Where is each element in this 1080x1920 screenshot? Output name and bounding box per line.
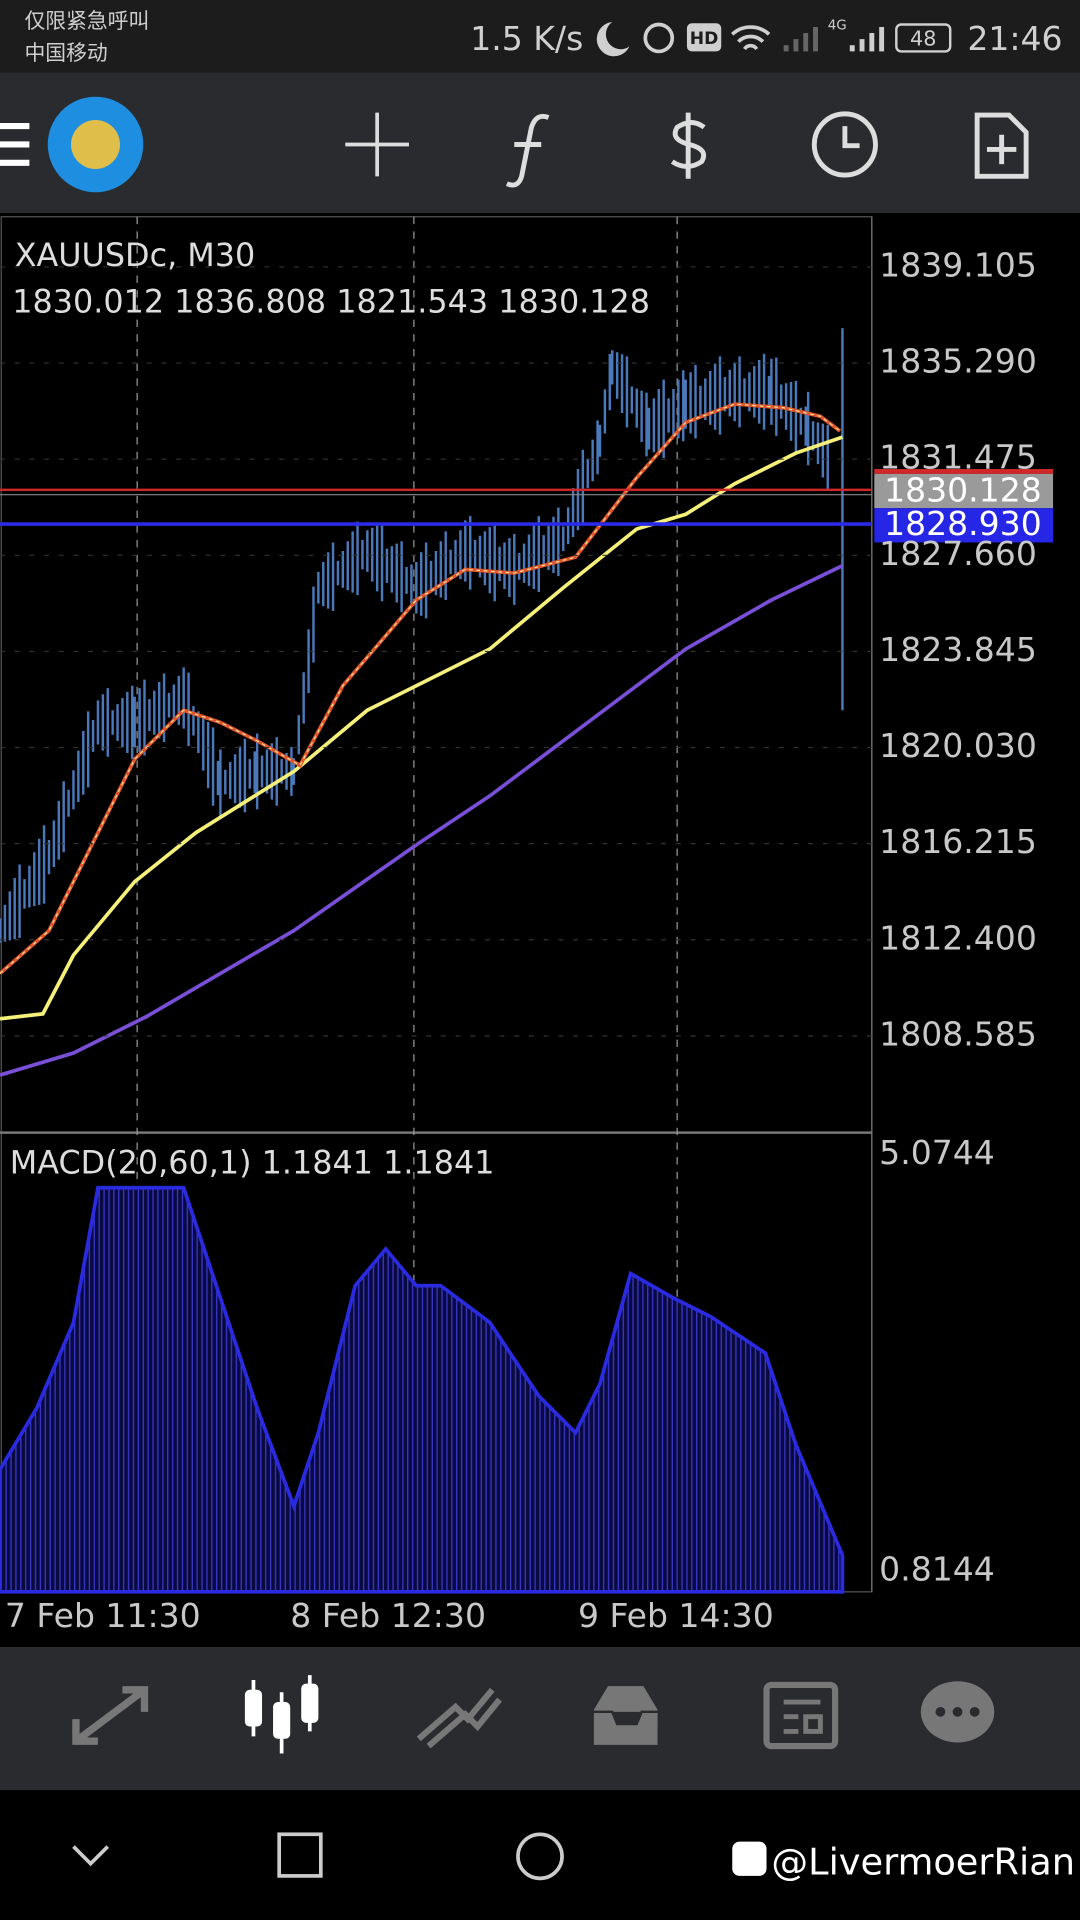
- clock-hands: [842, 126, 860, 149]
- news-tab[interactable]: [763, 1681, 839, 1750]
- price-axis-label: 1839.105: [879, 245, 1037, 284]
- logo-detail: [71, 120, 120, 169]
- signal-icon: [849, 26, 885, 52]
- macd-title: MACD(20,60,1) 1.1841 1.1841: [10, 1143, 495, 1181]
- status-text: 仅限紧急呼叫: [24, 9, 149, 33]
- chart-area: XAUUSDc, M30 1830.012 1836.808 1821.543 …: [0, 216, 1054, 1635]
- nav-recents[interactable]: [277, 1832, 323, 1878]
- price-axis-label: 1820.030: [879, 726, 1037, 765]
- news-lines: [783, 1699, 823, 1734]
- price-axis-label: 1808.585: [879, 1014, 1037, 1053]
- hd-badge: [686, 23, 722, 52]
- bid-price: 1830.128: [884, 471, 1042, 510]
- time-axis-label: 9 Feb 14:30: [578, 1596, 774, 1635]
- price-axis-label: 1827.660: [879, 534, 1037, 573]
- period-button[interactable]: [811, 111, 878, 178]
- moving-average: [0, 564, 844, 1077]
- watermark: @LivermoerRian: [771, 1841, 1075, 1884]
- tab-bar: [0, 1646, 1080, 1791]
- moon-icon: [596, 22, 630, 57]
- menu-button[interactable]: [0, 123, 30, 166]
- candles: [0, 328, 844, 943]
- net-speed: 1.5 K/s: [470, 19, 583, 58]
- moving-average: [0, 435, 844, 1021]
- trade-button[interactable]: [670, 112, 707, 179]
- carrier: 中国移动: [24, 41, 107, 65]
- trade-tab[interactable]: [416, 1687, 502, 1749]
- price-axis-label: 1831.475: [879, 438, 1037, 477]
- level-box: [874, 508, 1054, 543]
- nav-home[interactable]: [516, 1832, 564, 1881]
- facebook-icon: [732, 1841, 767, 1876]
- price-axis-label: 1812.400: [879, 918, 1037, 957]
- network-type: 4G: [828, 18, 847, 33]
- alarm-icon: [643, 22, 675, 54]
- symbol-label: XAUUSDc, M30: [15, 236, 256, 274]
- chat-dots: [935, 1706, 980, 1717]
- ohlc-label: 1830.012 1836.808 1821.543 1830.128: [12, 283, 650, 321]
- history-tab[interactable]: [591, 1683, 662, 1748]
- signal-icon: [783, 26, 818, 52]
- time-axis-label: 7 Feb 11:30: [5, 1596, 201, 1635]
- battery-icon: [895, 23, 952, 53]
- moving-average: [0, 402, 842, 975]
- macd-histogram: [0, 1185, 845, 1594]
- chart-tab[interactable]: [244, 1675, 319, 1754]
- bid-marker: [874, 468, 1054, 474]
- crosshair-button[interactable]: [345, 112, 409, 177]
- new-order-button[interactable]: [974, 112, 1029, 179]
- time-axis-label: 8 Feb 12:30: [290, 1596, 486, 1635]
- quotes-tab[interactable]: [72, 1686, 149, 1745]
- nav-hide[interactable]: [72, 1845, 110, 1867]
- price-axis-label: 1835.290: [879, 342, 1037, 381]
- status-bar: [0, 0, 1080, 73]
- indicator-button[interactable]: [505, 113, 550, 188]
- hd-text: HD: [690, 29, 719, 49]
- price-axis-label: 1823.845: [879, 630, 1037, 669]
- system-nav: [0, 1790, 1080, 1920]
- bid-box: [874, 473, 1054, 509]
- macd-axis-label: 0.8144: [879, 1550, 995, 1589]
- battery-level: 48: [910, 26, 936, 50]
- wifi-icon: [730, 25, 771, 51]
- price-axis-label: 1816.215: [879, 822, 1037, 861]
- level-price: 1828.930: [884, 504, 1042, 543]
- clock: 21:46: [967, 19, 1062, 58]
- macd-axis-label: 5.0744: [879, 1133, 995, 1172]
